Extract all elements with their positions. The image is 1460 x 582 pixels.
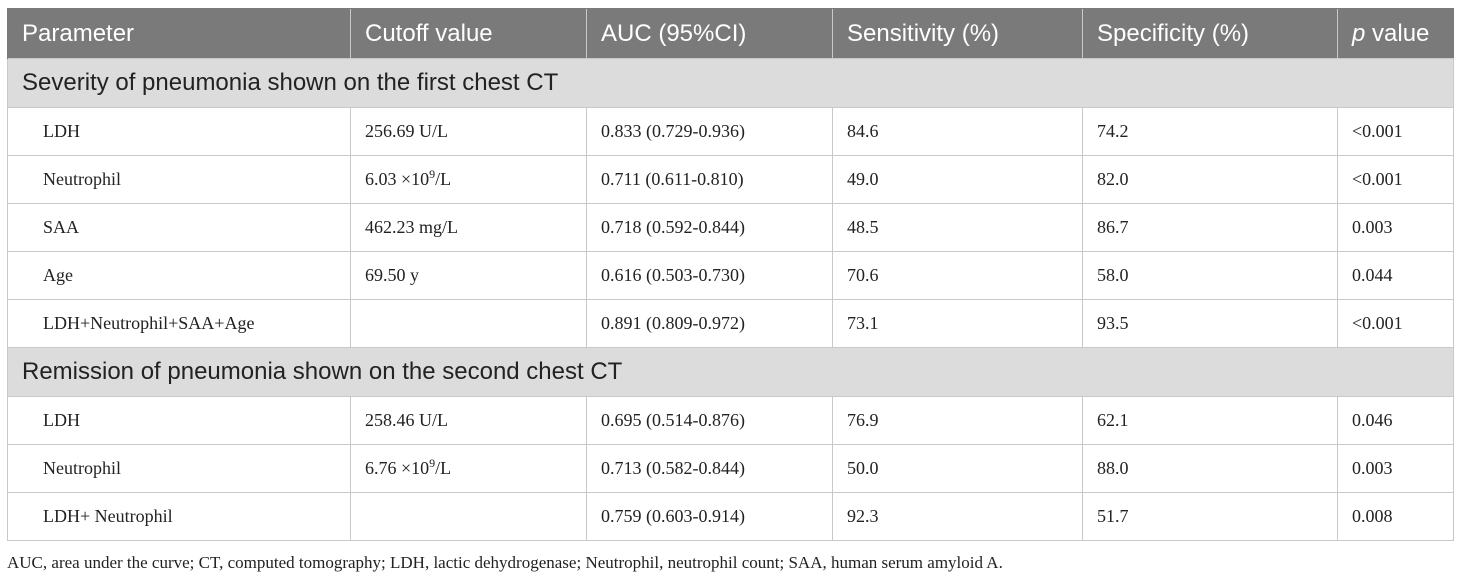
table-row: Neutrophil 6.76 ×109/L 0.713 (0.582-0.84…	[7, 444, 1454, 493]
cell-cutoff	[350, 299, 587, 348]
section-title: Severity of pneumonia shown on the first…	[7, 58, 1454, 108]
section-title: Remission of pneumonia shown on the seco…	[7, 347, 1454, 397]
cell-cutoff: 69.50 y	[350, 251, 587, 300]
cell-parameter: Neutrophil	[7, 444, 351, 493]
cell-parameter: LDH+ Neutrophil	[7, 492, 351, 541]
cell-p-value: <0.001	[1337, 299, 1454, 348]
cutoff-unit: /L	[435, 169, 452, 189]
cell-sensitivity: 48.5	[832, 203, 1083, 252]
table-row: SAA 462.23 mg/L 0.718 (0.592-0.844) 48.5…	[7, 203, 1454, 252]
cell-auc: 0.711 (0.611-0.810)	[586, 155, 833, 204]
table-row: LDH 258.46 U/L 0.695 (0.514-0.876) 76.9 …	[7, 396, 1454, 445]
cell-cutoff: 6.03 ×109/L	[350, 155, 587, 204]
cell-cutoff: 6.76 ×109/L	[350, 444, 587, 493]
cell-specificity: 86.7	[1082, 203, 1338, 252]
cell-p-value: 0.044	[1337, 251, 1454, 300]
header-p-italic: p	[1352, 19, 1366, 47]
cutoff-base: 6.76 ×10	[365, 458, 430, 478]
cell-p-value: 0.046	[1337, 396, 1454, 445]
table-row: Neutrophil 6.03 ×109/L 0.711 (0.611-0.81…	[7, 155, 1454, 204]
section-row: Severity of pneumonia shown on the first…	[7, 58, 1454, 108]
cell-auc: 0.891 (0.809-0.972)	[586, 299, 833, 348]
cell-parameter: LDH	[7, 107, 351, 156]
cutoff-exponent: 9	[429, 167, 436, 181]
roc-results-table: Parameter Cutoff value AUC (95%CI) Sensi…	[7, 8, 1454, 541]
cell-specificity: 88.0	[1082, 444, 1338, 493]
cell-sensitivity: 70.6	[832, 251, 1083, 300]
cell-auc: 0.616 (0.503-0.730)	[586, 251, 833, 300]
table-row: Age 69.50 y 0.616 (0.503-0.730) 70.6 58.…	[7, 251, 1454, 300]
table-row: LDH+Neutrophil+SAA+Age 0.891 (0.809-0.97…	[7, 299, 1454, 348]
cell-cutoff: 258.46 U/L	[350, 396, 587, 445]
cell-sensitivity: 49.0	[832, 155, 1083, 204]
cell-parameter: Age	[7, 251, 351, 300]
cutoff-base: 6.03 ×10	[365, 169, 430, 189]
cell-cutoff	[350, 492, 587, 541]
cell-specificity: 58.0	[1082, 251, 1338, 300]
cell-specificity: 93.5	[1082, 299, 1338, 348]
cell-specificity: 62.1	[1082, 396, 1338, 445]
section-row: Remission of pneumonia shown on the seco…	[7, 347, 1454, 397]
cell-cutoff: 462.23 mg/L	[350, 203, 587, 252]
header-specificity: Specificity (%)	[1082, 8, 1338, 59]
cell-specificity: 74.2	[1082, 107, 1338, 156]
header-parameter: Parameter	[7, 8, 351, 59]
cell-specificity: 51.7	[1082, 492, 1338, 541]
cell-p-value: 0.008	[1337, 492, 1454, 541]
table-row: LDH+ Neutrophil 0.759 (0.603-0.914) 92.3…	[7, 492, 1454, 541]
header-sensitivity: Sensitivity (%)	[832, 8, 1083, 59]
cell-sensitivity: 92.3	[832, 492, 1083, 541]
cell-parameter: SAA	[7, 203, 351, 252]
cell-auc: 0.833 (0.729-0.936)	[586, 107, 833, 156]
cell-p-value: 0.003	[1337, 203, 1454, 252]
cutoff-unit: /L	[435, 458, 452, 478]
cell-cutoff: 256.69 U/L	[350, 107, 587, 156]
cell-auc: 0.759 (0.603-0.914)	[586, 492, 833, 541]
cell-p-value: 0.003	[1337, 444, 1454, 493]
cell-sensitivity: 50.0	[832, 444, 1083, 493]
cell-sensitivity: 73.1	[832, 299, 1083, 348]
cell-parameter: LDH+Neutrophil+SAA+Age	[7, 299, 351, 348]
header-cutoff-value: Cutoff value	[350, 8, 587, 59]
header-p-rest: value	[1365, 19, 1430, 47]
header-auc: AUC (95%CI)	[586, 8, 833, 59]
table-header-row: Parameter Cutoff value AUC (95%CI) Sensi…	[7, 8, 1454, 59]
cell-p-value: <0.001	[1337, 155, 1454, 204]
cell-sensitivity: 76.9	[832, 396, 1083, 445]
cell-parameter: Neutrophil	[7, 155, 351, 204]
table-row: LDH 256.69 U/L 0.833 (0.729-0.936) 84.6 …	[7, 107, 1454, 156]
cell-parameter: LDH	[7, 396, 351, 445]
cell-auc: 0.695 (0.514-0.876)	[586, 396, 833, 445]
table-body: Severity of pneumonia shown on the first…	[7, 58, 1454, 541]
table-footnote: AUC, area under the curve; CT, computed …	[7, 553, 1003, 572]
results-table-container: Parameter Cutoff value AUC (95%CI) Sensi…	[7, 8, 1454, 541]
header-p-value: p value	[1337, 8, 1454, 59]
cell-auc: 0.713 (0.582-0.844)	[586, 444, 833, 493]
cutoff-exponent: 9	[429, 456, 436, 470]
cell-sensitivity: 84.6	[832, 107, 1083, 156]
cell-specificity: 82.0	[1082, 155, 1338, 204]
cell-p-value: <0.001	[1337, 107, 1454, 156]
cell-auc: 0.718 (0.592-0.844)	[586, 203, 833, 252]
